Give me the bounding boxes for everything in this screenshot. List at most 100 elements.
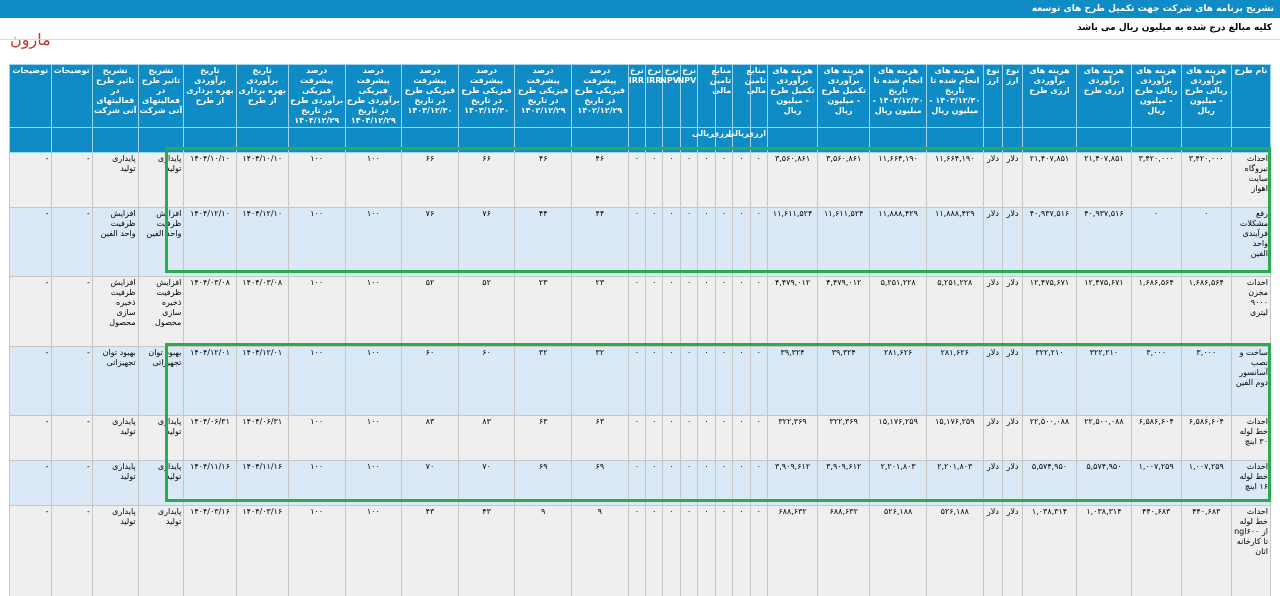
- table-cell: ۱۴۰۴/۱۰/۱۰: [235, 152, 289, 208]
- table-cell: ۱۰۰: [344, 276, 403, 347]
- table-row[interactable]: احداث خط لوله ۱۶ اینچ ۱,۰۰۷,۲۵۹ ۱,۰۰۷,۲۵۹ ۵…: [9, 460, 1271, 506]
- column-header[interactable]: توضیحات: [50, 64, 93, 128]
- table-cell: ۰: [697, 276, 716, 347]
- header-subrow: ارزی ریالی ارزی ریالی: [9, 127, 1271, 153]
- column-header[interactable]: درصد پیشرفت فیزیکی برآوردی طرح در تاریخ …: [287, 64, 346, 128]
- column-subheader-empty: [1002, 127, 1023, 153]
- table-cell: ۶۹: [571, 460, 629, 506]
- table-row[interactable]: ساخت و نصب آسانسور دوم الفین ۳,۰۰۰ ۳,۰۰۰ ۳۲…: [9, 346, 1271, 416]
- column-header[interactable]: [697, 64, 716, 128]
- table-cell: ۲,۲۰۱,۸۰۳: [925, 460, 984, 506]
- column-header[interactable]: درصد پیشرفت فیزیکی طرح در تاریخ ۱۴۰۳/۱۲/…: [457, 64, 516, 128]
- table-cell: ۱۰۰: [287, 460, 346, 506]
- column-subheader: ریالی: [692, 127, 716, 153]
- column-header[interactable]: درصد پیشرفت فیزیکی برآوردی طرح در تاریخ …: [344, 64, 403, 128]
- column-header[interactable]: نوع ارز: [982, 64, 1004, 128]
- table-cell: ۳۲۲,۲۱۰: [1021, 346, 1078, 416]
- table-cell: ۱۱,۶۶۴,۱۹۰: [925, 152, 984, 208]
- column-header[interactable]: هزینه های انجام شده تا تاریخ ۱۴۰۳/۱۲/۳۰ …: [925, 64, 984, 128]
- column-header[interactable]: هزینه های انجام شده تا تاریخ ۱۴۰۳/۱۲/۳۰ …: [869, 64, 927, 128]
- table-cell: ۱۰۰: [344, 505, 403, 596]
- column-header[interactable]: منابع تامین مالی: [745, 64, 769, 128]
- column-header[interactable]: درصد پیشرفت فیزیکی طرح در تاریخ ۱۴۰۳/۱۲/…: [401, 64, 459, 128]
- table-cell: دلار: [982, 152, 1004, 208]
- table-cell: ۲۸۱,۶۲۶: [869, 346, 927, 416]
- column-header[interactable]: تاریخ برآوردی بهره برداری از طرح: [183, 64, 237, 128]
- column-header[interactable]: هزینه های برآوردی ارزی طرح: [1021, 64, 1078, 128]
- column-header[interactable]: هزینه های برآوردی تکمیل طرح - میلیون ریا…: [817, 64, 871, 128]
- table-row[interactable]: رفع مشکلات فرآیندی واحد الفین ۰ ۰ ۴۰,۹۳۷,۵۱…: [9, 207, 1271, 277]
- column-header[interactable]: هزینه های برآوردی تکمیل طرح - میلیون ریا…: [766, 64, 819, 128]
- table-cell: ۱۵,۱۷۶,۲۵۹: [925, 415, 984, 461]
- projects-table-container[interactable]: نام طرح هزینه های برآوردی ریالی طرح - میل…: [9, 64, 1271, 596]
- table-cell: ۱۱,۶۱۱,۵۲۴: [817, 207, 871, 277]
- column-header[interactable]: [732, 64, 751, 128]
- column-header[interactable]: هزینه های برآوردی ریالی طرح - میلیون ریا…: [1180, 64, 1232, 128]
- column-subheader-empty: [235, 127, 289, 153]
- currency-note: کلیه مبالغ درج شده به میلیون ریال می باش…: [1077, 23, 1272, 33]
- table-cell: افزایش ظرفیت ذخیره سازی محصول: [91, 276, 139, 347]
- column-header[interactable]: هزینه های برآوردی ارزی طرح: [1076, 64, 1132, 128]
- table-cell: ۰: [627, 207, 647, 277]
- table-cell: -: [50, 346, 93, 416]
- table-cell: ۰: [679, 460, 699, 506]
- table-cell: ۴۰,۹۳۷,۵۱۶: [1076, 207, 1132, 277]
- column-header[interactable]: تشریح تاثیر طرح در فعالیتهای آتی شرکت: [137, 64, 185, 128]
- table-cell: -: [9, 276, 52, 347]
- table-cell: بهبود توان تجهیزاتی: [137, 346, 185, 416]
- table-cell: ۱۱,۶۱۱,۵۲۴: [766, 207, 819, 277]
- table-cell: ۳۲: [514, 346, 572, 416]
- column-header[interactable]: نرخ NPV: [678, 64, 699, 128]
- column-header[interactable]: نوع ارز: [1002, 64, 1023, 128]
- table-cell: ۱۰۰: [344, 415, 403, 461]
- table-cell: ۱,۰۳۸,۳۱۴: [1076, 505, 1132, 596]
- table-cell: ۰: [645, 152, 664, 208]
- table-cell: ۱,۶۸۶,۵۶۴: [1180, 276, 1232, 347]
- table-cell: ۱,۰۰۷,۲۵۹: [1180, 460, 1232, 506]
- table-cell: ۰: [749, 346, 769, 416]
- table-row[interactable]: احداث خط لوله از ngl۶۰۰ تا کارخانه اتان ۴…: [9, 505, 1271, 596]
- table-row[interactable]: احداث نیروگاه سایت اهواز ۳,۴۲۰,۰۰۰ ۳,۴۲۰,۰…: [9, 152, 1271, 208]
- column-header[interactable]: نرخ IRR: [645, 64, 664, 128]
- table-row[interactable]: احداث مخزن ۹۰۰۰ لیتری ۱,۶۸۶,۵۶۴ ۱,۶۸۶,۵۶۴ ۱…: [9, 276, 1271, 347]
- table-cell: ۸۳: [401, 415, 459, 461]
- column-subheader-empty: [344, 127, 403, 153]
- table-cell: ۱۲,۴۷۵,۶۷۱: [1021, 276, 1078, 347]
- table-cell: -: [50, 505, 93, 596]
- column-header[interactable]: درصد پیشرفت فیزیکی طرح در تاریخ ۱۴۰۲/۱۲/…: [514, 64, 572, 128]
- column-header[interactable]: درصد پیشرفت فیزیکی طرح در تاریخ ۱۴۰۲/۱۲/…: [571, 64, 629, 128]
- table-cell: دلار: [1002, 505, 1023, 596]
- projects-table: نام طرح هزینه های برآوردی ریالی طرح - میل…: [9, 64, 1271, 596]
- table-cell: ۴۴۰,۶۸۳: [1130, 505, 1182, 596]
- table-cell: دلار: [1002, 346, 1023, 416]
- table-cell: ۰: [749, 207, 769, 277]
- column-subheader: ریالی: [727, 127, 751, 153]
- report-title-bar: تشریح برنامه های شرکت جهت تکمیل طرح های …: [0, 0, 1280, 18]
- table-cell: ۰: [749, 276, 769, 347]
- column-header[interactable]: توضیحات: [9, 64, 52, 128]
- table-cell: ۰: [645, 505, 664, 596]
- column-header[interactable]: نام طرح: [1230, 64, 1271, 128]
- column-header[interactable]: نرخ IRR: [627, 64, 647, 128]
- table-cell: ۰: [627, 346, 647, 416]
- table-cell: ۵۲۶,۱۸۸: [925, 505, 984, 596]
- table-cell: ۰: [697, 207, 716, 277]
- table-cell: ۶,۵۸۶,۶۰۴: [1180, 415, 1232, 461]
- table-cell: ۰: [732, 152, 751, 208]
- column-subheader-empty: [817, 127, 871, 153]
- column-header[interactable]: منابع تامین مالی: [710, 64, 734, 128]
- column-subheader-empty: [571, 127, 629, 153]
- column-subheader-empty: [766, 127, 819, 153]
- column-subheader-empty: [869, 127, 927, 153]
- column-header[interactable]: تشریح تاثیر طرح در فعالیتهای آتی شرکت: [91, 64, 139, 128]
- table-cell: ۰: [679, 346, 699, 416]
- column-header[interactable]: نرخ NPV: [660, 64, 681, 128]
- table-cell: ۰: [645, 415, 664, 461]
- table-row[interactable]: احداث خط لوله ۳۰ اینچ ۶,۵۸۶,۶۰۴ ۶,۵۸۶,۶۰۴ ۲…: [9, 415, 1271, 461]
- column-header[interactable]: هزینه های برآوردی ریالی طرح - میلیون ریا…: [1130, 64, 1182, 128]
- table-cell: -: [9, 415, 52, 461]
- column-subheader-empty: [627, 127, 647, 153]
- project-name-cell: احداث مخزن ۹۰۰۰ لیتری: [1230, 276, 1271, 347]
- column-header[interactable]: تاریخ برآوردی بهره برداری از طرح: [235, 64, 289, 128]
- table-cell: ۰: [749, 415, 769, 461]
